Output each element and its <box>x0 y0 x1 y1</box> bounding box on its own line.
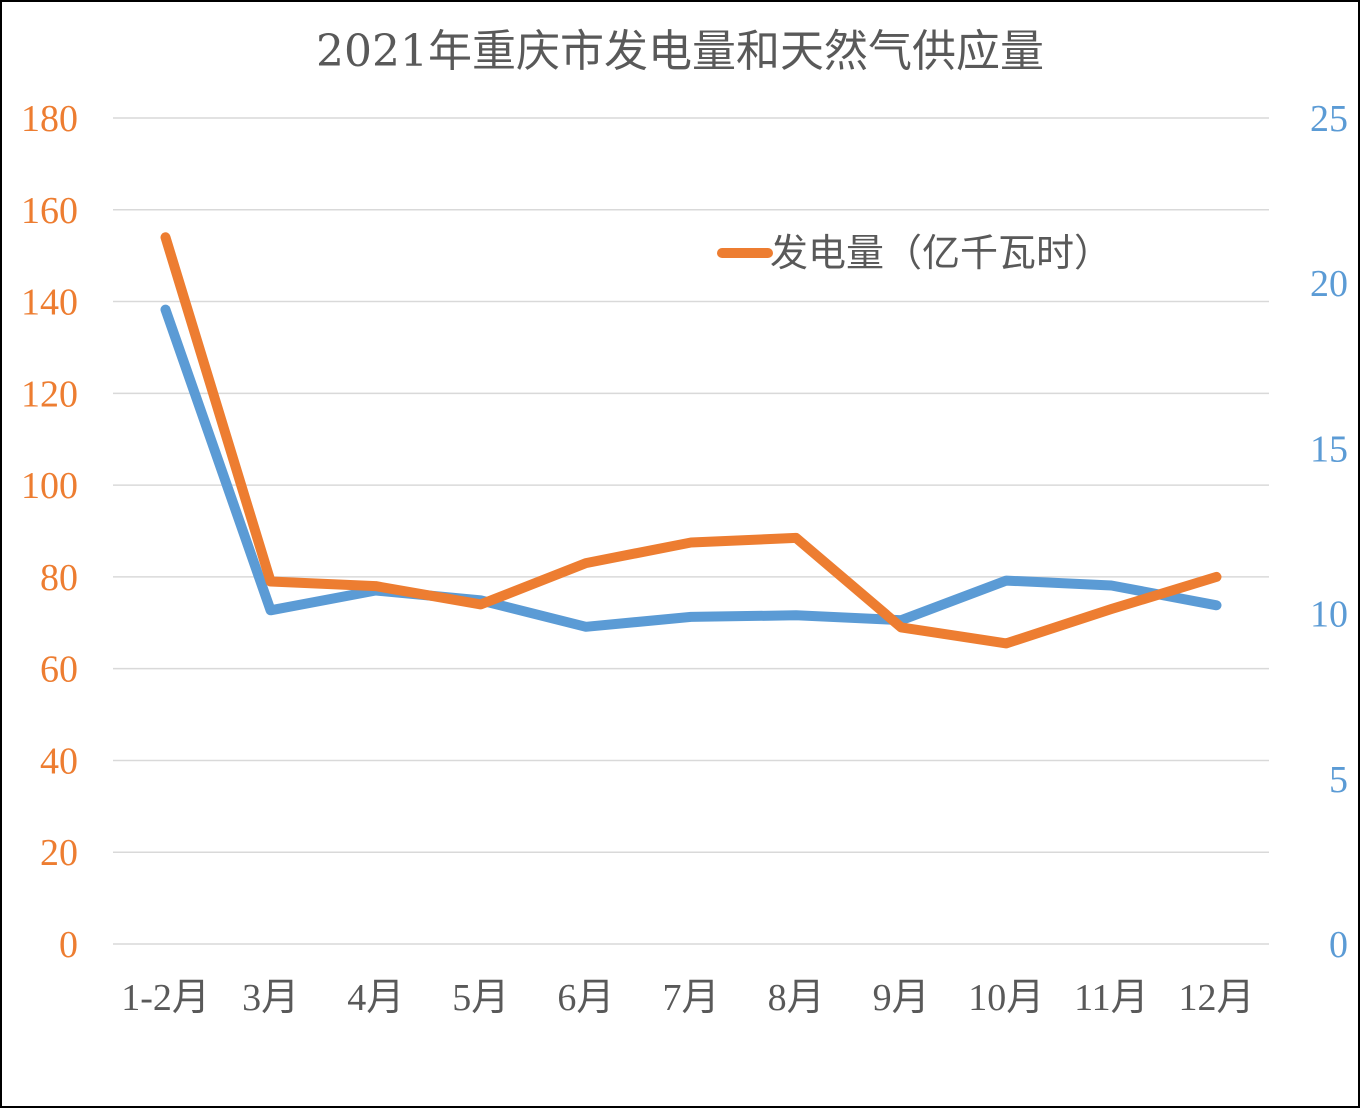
x-tick-label: 10月 <box>968 977 1044 1019</box>
left-tick-label: 0 <box>59 924 78 966</box>
x-tick-label: 12月 <box>1178 977 1254 1019</box>
left-tick-label: 160 <box>21 190 78 232</box>
x-tick-label: 3月 <box>242 977 299 1019</box>
right-tick-label: 10 <box>1310 594 1348 636</box>
left-tick-label: 100 <box>21 465 78 507</box>
x-tick-label: 7月 <box>662 977 719 1019</box>
left-tick-label: 140 <box>21 282 78 324</box>
right-tick-label: 0 <box>1329 924 1348 966</box>
series-layer <box>160 232 1222 649</box>
chart-title: 2021年重庆市发电量和天然气供应量 <box>316 26 1044 77</box>
x-axis: 1-2月 3月 4月 5月 6月 7月 8月 9月 10月 11月 12月 <box>121 977 1254 1019</box>
x-tick-label: 11月 <box>1074 977 1149 1019</box>
left-tick-label: 20 <box>40 832 78 874</box>
right-tick-label: 15 <box>1310 428 1348 470</box>
left-axis: 0 20 40 60 80 100 120 140 160 180 <box>21 98 78 966</box>
legend-label: 发电量（亿千瓦时） <box>770 231 1112 275</box>
x-tick-label: 9月 <box>873 977 930 1019</box>
x-tick-label: 6月 <box>557 977 614 1019</box>
left-tick-label: 60 <box>40 649 78 691</box>
x-tick-label: 4月 <box>347 977 404 1019</box>
series-line-right <box>160 304 1222 632</box>
right-axis: 0 5 10 15 20 25 <box>1310 98 1348 966</box>
x-tick-label: 1-2月 <box>121 977 210 1019</box>
grid-layer <box>113 117 1269 945</box>
x-tick-label: 5月 <box>452 977 509 1019</box>
left-tick-label: 80 <box>40 557 78 599</box>
left-tick-label: 180 <box>21 98 78 140</box>
right-tick-label: 20 <box>1310 263 1348 305</box>
right-tick-label: 25 <box>1310 98 1348 140</box>
x-tick-label: 8月 <box>768 977 825 1019</box>
series-line-left <box>160 232 1222 649</box>
right-tick-label: 5 <box>1329 759 1348 801</box>
left-tick-label: 40 <box>40 740 78 782</box>
left-tick-label: 120 <box>21 373 78 415</box>
legend: 发电量（亿千瓦时） <box>717 231 1112 275</box>
